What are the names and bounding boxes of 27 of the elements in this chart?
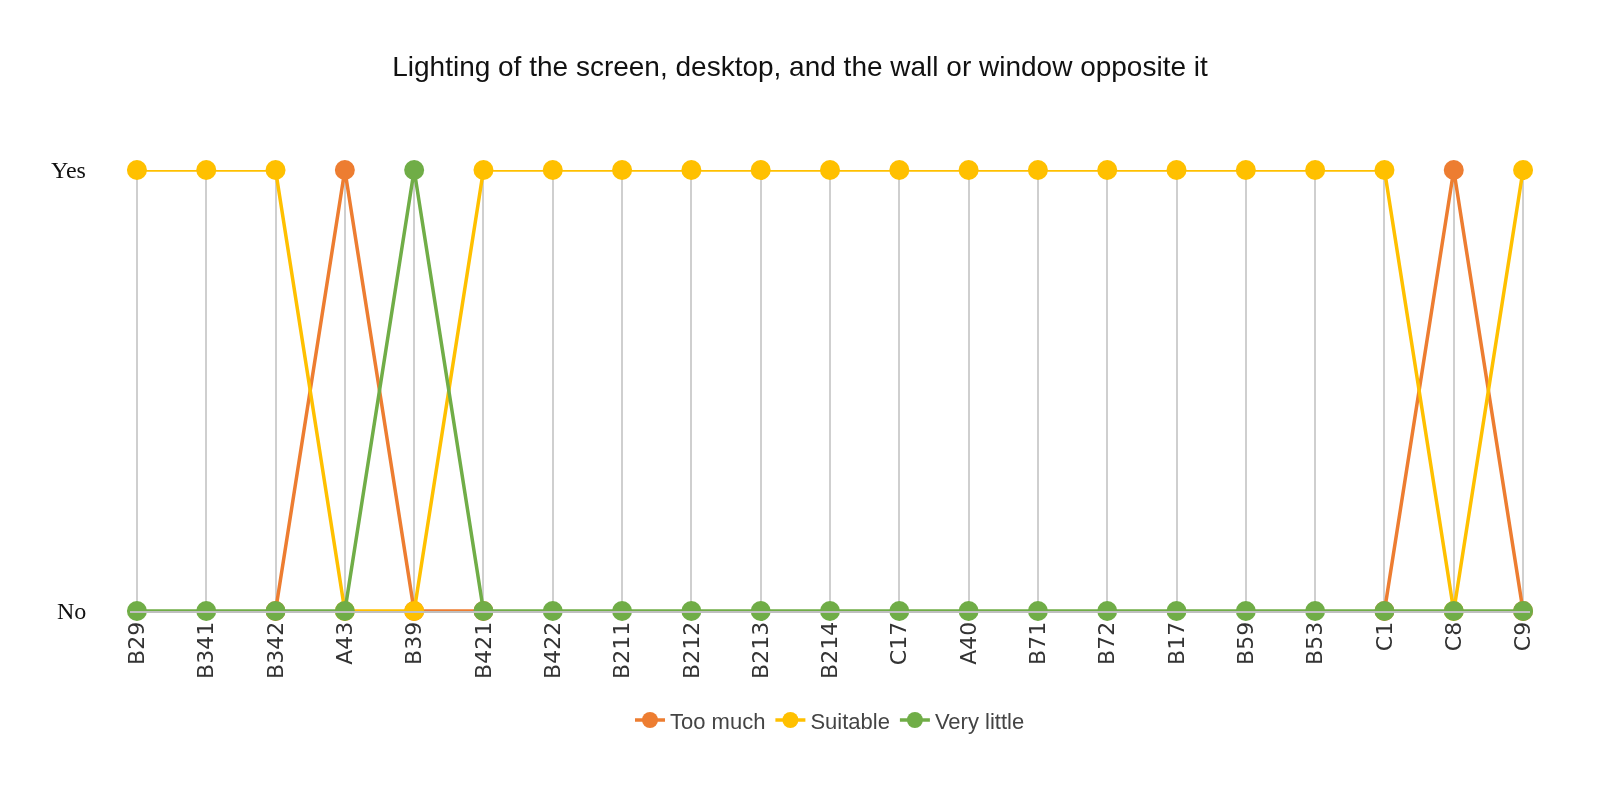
text: Yes <box>51 157 86 183</box>
x-tick-label: B213 <box>747 621 773 679</box>
x-tick-label: B53 <box>1302 621 1328 665</box>
x-tick-label: B341 <box>193 621 219 679</box>
x-tick-label: B421 <box>470 621 496 679</box>
x-tick-label: B72 <box>1094 621 1120 665</box>
legend-label: Suitable <box>810 708 890 734</box>
x-tick-label: A40 <box>955 621 981 665</box>
legend-label: Very little <box>934 708 1025 734</box>
x-tick-label: B39 <box>401 621 427 665</box>
x-tick-label: C1 <box>1371 621 1397 652</box>
x-tick-label: B211 <box>609 621 635 679</box>
chart-title: Lighting of the screen, desktop, and the wall or window opposite it <box>392 51 1209 83</box>
x-tick-label: C9 <box>1510 621 1536 652</box>
legend-label: Too much <box>670 708 766 734</box>
x-tick-label: C17 <box>886 621 912 666</box>
x-tick-label: B214 <box>817 621 843 679</box>
x-tick-label: A43 <box>332 621 357 665</box>
x-tick-label: B17 <box>1163 621 1189 665</box>
x-tick-label: B342 <box>262 621 288 679</box>
x-tick-label: B29 <box>124 621 150 665</box>
text: No <box>57 598 87 624</box>
x-tick-label: B422 <box>539 621 565 679</box>
x-tick-label: B59 <box>1232 621 1258 665</box>
x-tick-label: B212 <box>678 621 704 679</box>
x-tick-label: B71 <box>1025 621 1051 665</box>
x-tick-label: C8 <box>1440 621 1466 652</box>
